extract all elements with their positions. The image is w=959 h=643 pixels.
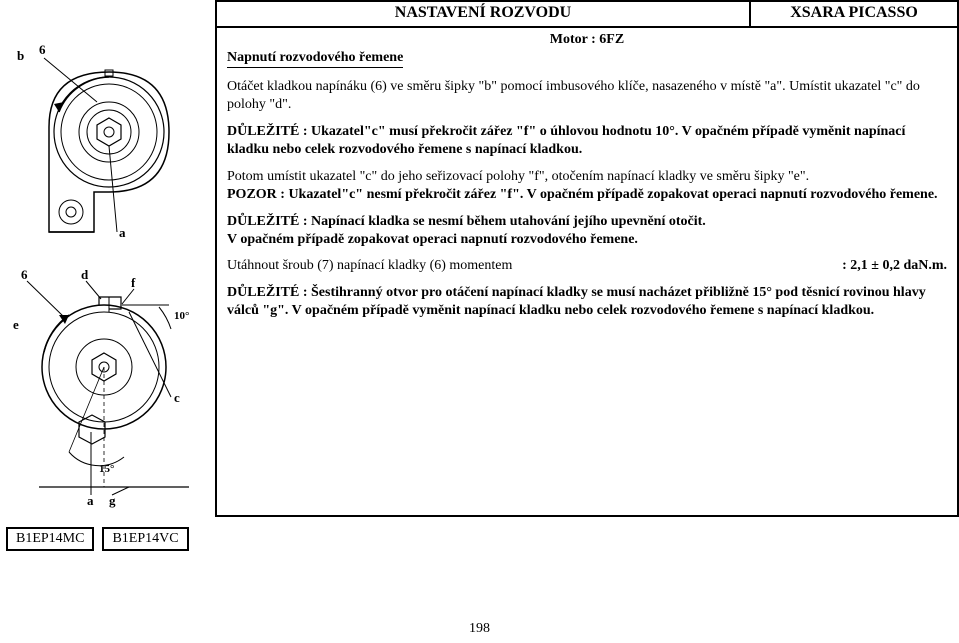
- label-b: b: [17, 48, 24, 63]
- label-a2: a: [87, 493, 94, 508]
- header-row: NASTAVENÍ ROZVODU XSARA PICASSO: [0, 0, 959, 28]
- label-c: c: [174, 390, 180, 405]
- content-column: Motor : 6FZ Napnutí rozvodového řemene O…: [215, 28, 959, 517]
- tighten-line: Utáhnout šroub (7) napínací kladky (6) m…: [227, 258, 947, 274]
- tighten-value: : 2,1 ± 0,2 daN.m.: [842, 258, 947, 274]
- diagram-tensioner-top: 6 b: [9, 32, 209, 257]
- motor-label: Motor : 6FZ: [227, 32, 947, 48]
- paragraph-3a: Potom umístit ukazatel "c" do jeho seřiz…: [227, 169, 809, 184]
- model-name: XSARA PICASSO: [749, 0, 959, 28]
- label-a: a: [119, 225, 126, 240]
- header-spacer: [0, 0, 215, 28]
- diagram-column: 6 b: [0, 28, 215, 517]
- diagram-tensioner-bottom: 6 d f 10° e: [9, 257, 209, 517]
- paragraph-4b: V opačném případě zopakovat operaci napn…: [227, 232, 638, 247]
- page-number: 198: [469, 621, 490, 637]
- code-row: B1EP14MC B1EP14VC: [0, 527, 959, 551]
- paragraph-2-important: DŮLEŽITÉ : Ukazatel"c" musí překročit zá…: [227, 123, 947, 158]
- label-d: d: [81, 267, 89, 282]
- page-title: NASTAVENÍ ROZVODU: [215, 0, 749, 28]
- code-1: B1EP14MC: [6, 527, 94, 551]
- tighten-text: Utáhnout šroub (7) napínací kladky (6) m…: [227, 258, 512, 274]
- label-f: f: [131, 275, 136, 290]
- main-row: 6 b: [0, 28, 959, 517]
- paragraph-1: Otáčet kladkou napínáku (6) ve směru šip…: [227, 78, 947, 113]
- paragraph-3b-warning: POZOR : Ukazatel"c" nesmí překročit záře…: [227, 187, 938, 202]
- section-subtitle: Napnutí rozvodového řemene: [227, 50, 403, 68]
- paragraph-3: Potom umístit ukazatel "c" do jeho seřiz…: [227, 168, 947, 203]
- code-2: B1EP14VC: [102, 527, 188, 551]
- label-10deg: 10°: [174, 310, 189, 322]
- label-6: 6: [39, 42, 46, 57]
- label-6b: 6: [21, 267, 28, 282]
- label-e: e: [13, 317, 19, 332]
- paragraph-4a: DŮLEŽITÉ : Napínací kladka se nesmí běhe…: [227, 214, 706, 229]
- paragraph-4-important: DŮLEŽITÉ : Napínací kladka se nesmí běhe…: [227, 213, 947, 248]
- paragraph-6-important: DŮLEŽITÉ : Šestihranný otvor pro otáčení…: [227, 284, 947, 319]
